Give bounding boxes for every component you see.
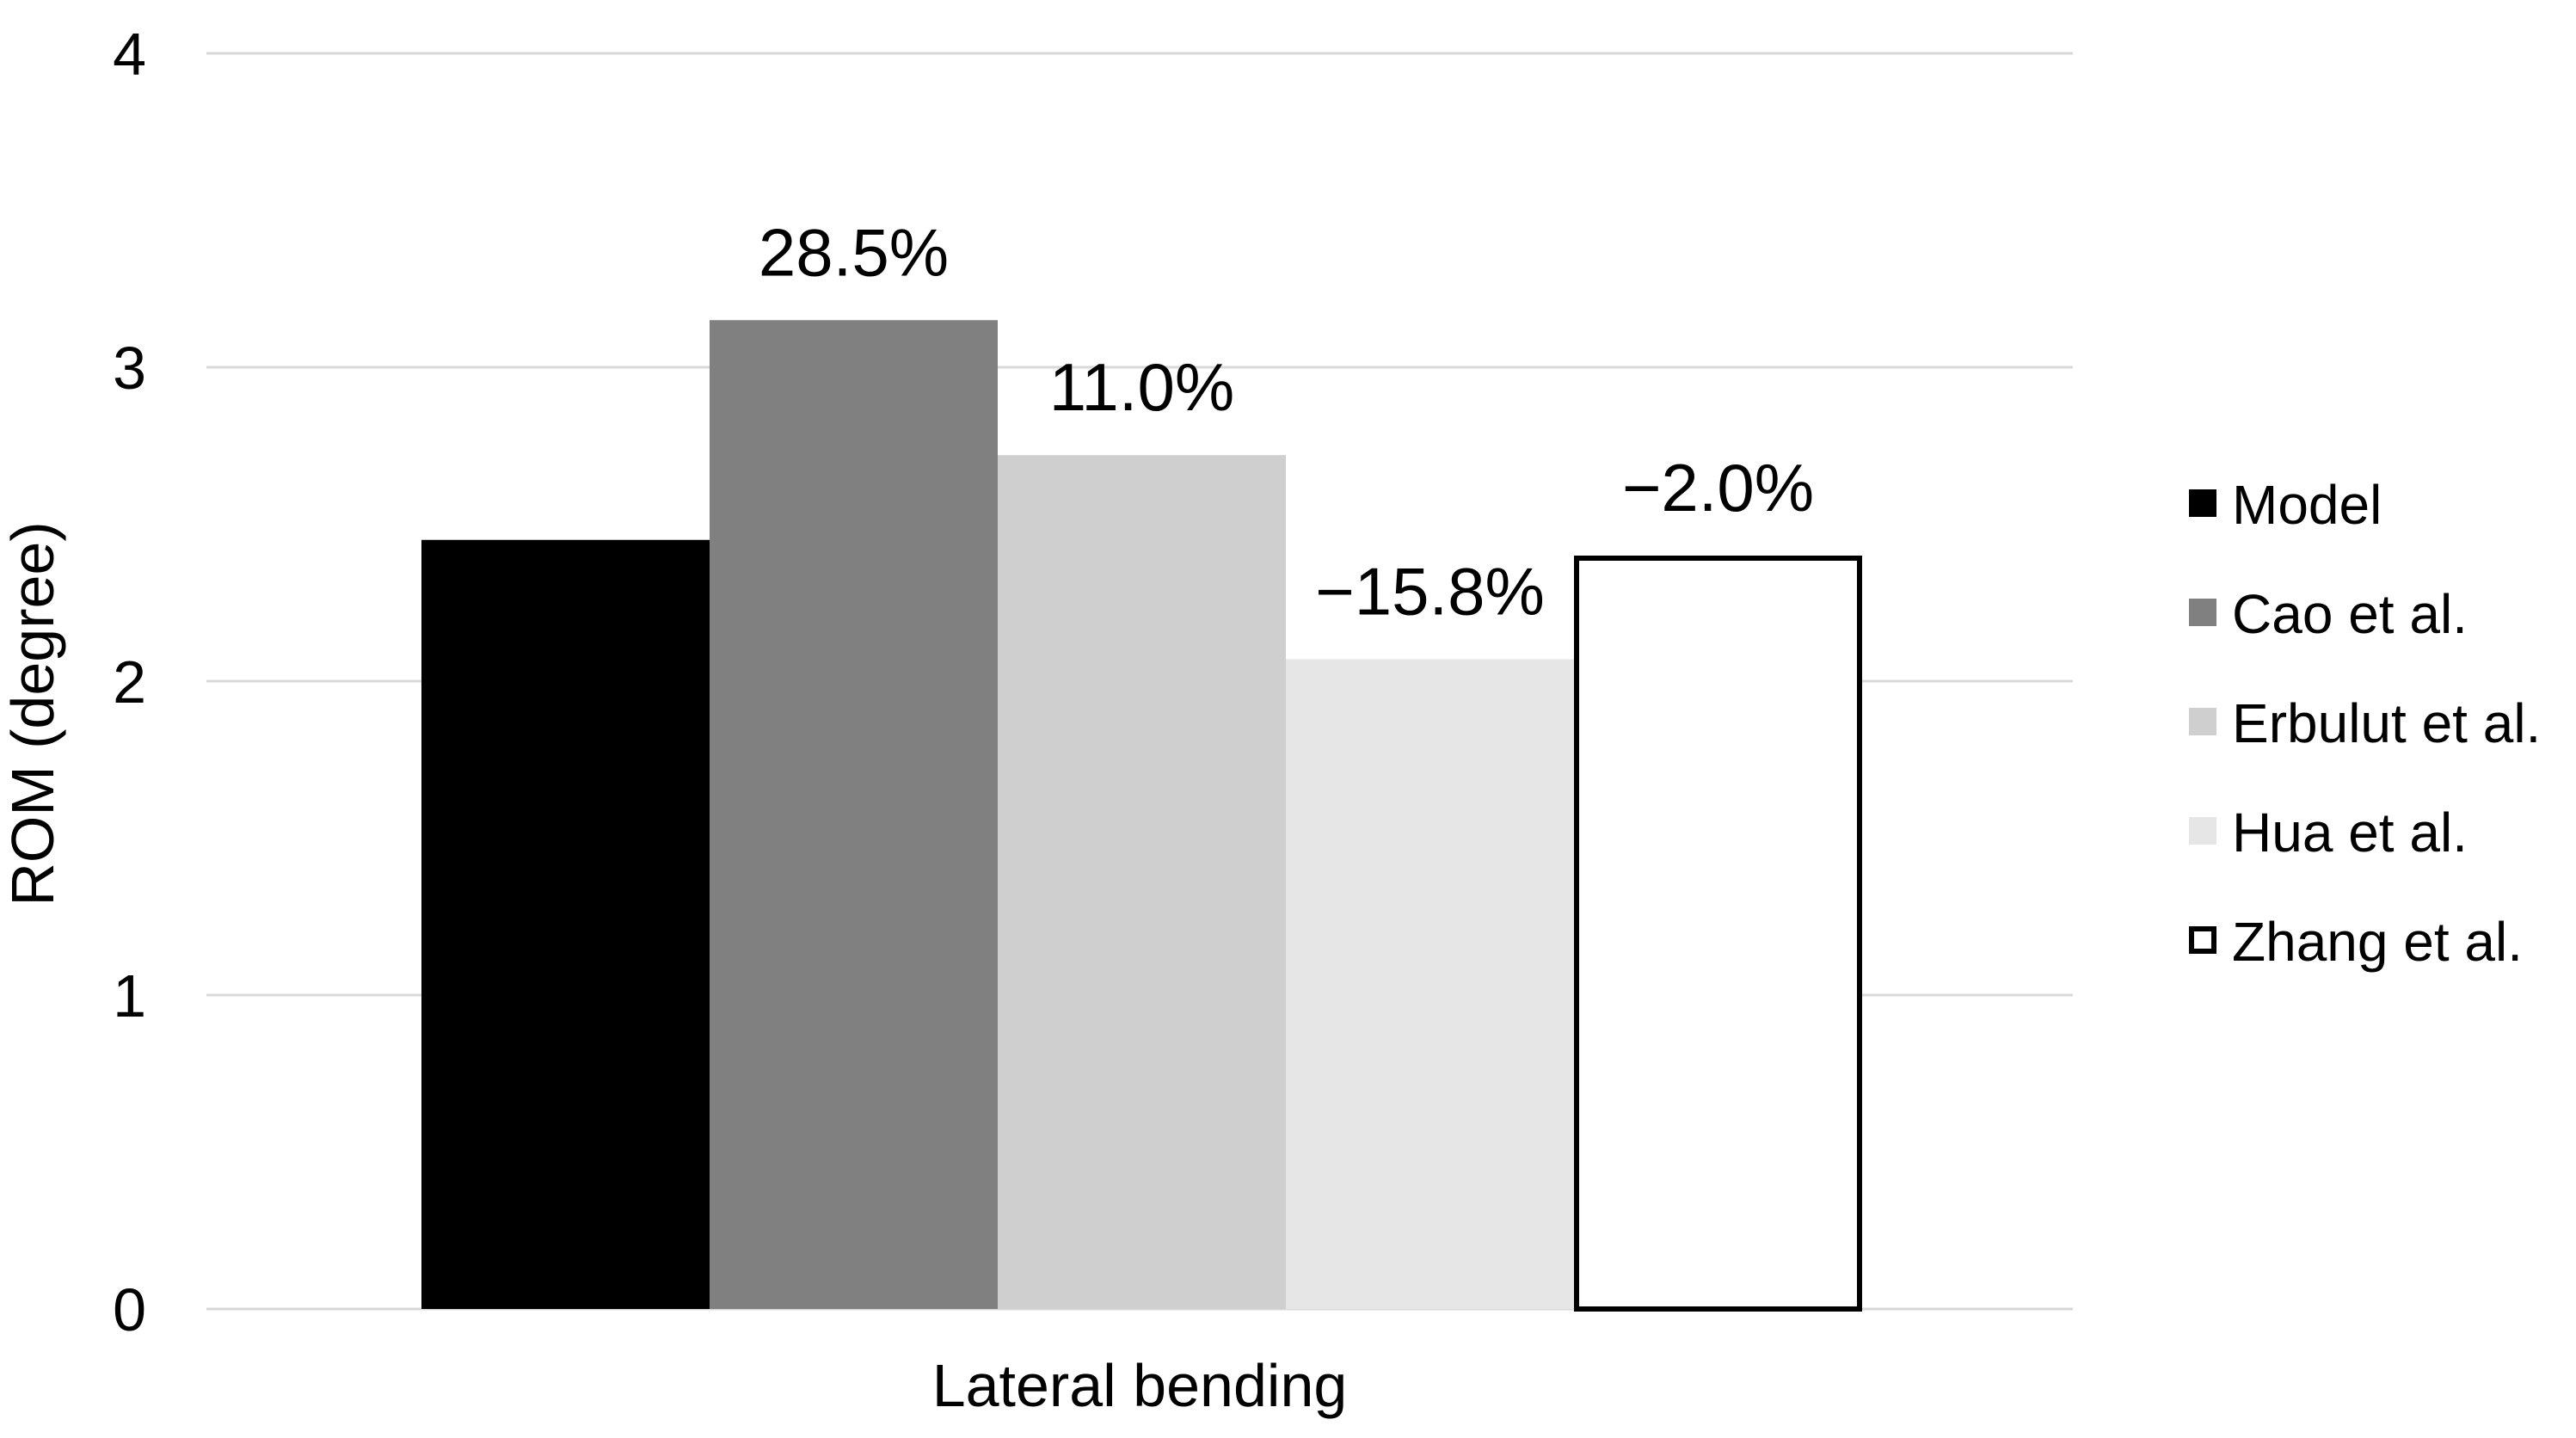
y-tick-label: 2 [113,648,146,716]
legend-label: Zhang et al. [2232,911,2523,973]
legend-label: Model [2232,474,2382,536]
y-axis-ticks: 0 1 2 3 4 [113,21,146,1343]
bar-data-label: −2.0% [1622,450,1814,525]
legend-swatch [2189,926,2216,954]
bar-data-labels: 28.5% 11.0% −15.8% −2.0% [759,214,1814,629]
y-tick-label: 1 [113,962,146,1029]
legend-label: Erbulut et al. [2232,692,2541,754]
y-axis-label: ROM (degree) [0,521,66,906]
legend-swatch [2189,599,2216,626]
bar-data-label: 28.5% [759,214,949,290]
bar-model [421,539,710,1309]
bar-hua-et-al [1286,659,1574,1309]
x-axis-category-label: Lateral bending [932,1352,1348,1419]
bars [421,320,1862,1312]
legend-label: Hua et al. [2232,802,2468,863]
y-tick-label: 4 [113,21,146,88]
legend-swatch [2189,489,2216,517]
y-tick-label: 3 [113,335,146,402]
y-tick-label: 0 [113,1276,146,1343]
legend-label: Cao et al. [2232,583,2468,645]
legend: Model Cao et al. Erbulut et al. Hua et al. Z… [2189,474,2541,973]
legend-swatch [2189,708,2216,735]
bar-data-label: −15.8% [1315,553,1545,629]
legend-swatch [2189,817,2216,845]
bar-cao-et-al [710,320,998,1309]
bar-zhang-et-al [1574,556,1862,1312]
bar-erbulut-et-al [998,455,1286,1309]
bar-data-label: 11.0% [1049,349,1234,425]
